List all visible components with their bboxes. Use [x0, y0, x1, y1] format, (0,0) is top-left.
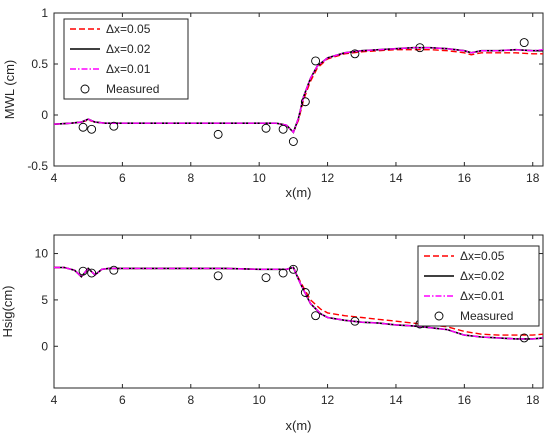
- measured-point: [288, 137, 298, 146]
- x-tick-label: 16: [458, 393, 472, 407]
- measured-point: [350, 49, 360, 59]
- y-tick-label: 5: [41, 293, 48, 307]
- measured-point: [87, 268, 97, 278]
- y-tick-label: 0.5: [31, 57, 48, 71]
- measured-point: [300, 97, 310, 107]
- y-axis-label: Hsig(cm): [0, 286, 15, 338]
- series-group: [54, 38, 543, 146]
- legend-marker: [80, 84, 90, 94]
- legend-label: Δx=0.01: [106, 62, 151, 76]
- series-line: [54, 266, 543, 340]
- y-tick-label: -0.5: [27, 159, 48, 173]
- y-axis-label: MWL (cm): [2, 60, 17, 119]
- x-tick-label: 14: [389, 171, 403, 185]
- legend-marker: [434, 311, 444, 321]
- measured-point: [288, 264, 298, 274]
- measured-point: [261, 123, 271, 133]
- measured-point: [519, 333, 529, 343]
- chart-panel-2: 4 6 8 10 12 14 16 180510x(m)Hsig(cm)Δx=0.05Δx=0…: [0, 234, 544, 433]
- x-tick-label: 14: [389, 393, 403, 407]
- measured-point: [261, 273, 271, 283]
- x-tick-label: 10: [252, 171, 266, 185]
- x-tick-label: 6: [119, 171, 126, 185]
- measured-point: [109, 121, 119, 131]
- legend-label: Measured: [106, 82, 159, 96]
- measured-point: [87, 124, 97, 134]
- chart-panel-1: 4 6 8 10 12 14 16 18 -0.5 0 0.5 1 x(m) MWL (cm) Δx=0.0…: [2, 6, 544, 200]
- y-tick-label: 1: [41, 6, 48, 20]
- legend-label: Δx=0.02: [460, 269, 505, 283]
- measured-point: [350, 316, 360, 326]
- legend-label: Δx=0.05: [106, 22, 151, 36]
- x-tick-label: 16: [458, 171, 472, 185]
- x-tick-label: 8: [187, 393, 194, 407]
- x-tick-label: 10: [252, 393, 266, 407]
- x-tick-label: 18: [526, 393, 540, 407]
- legend-box: [63, 18, 189, 100]
- legend-label: Δx=0.01: [460, 289, 505, 303]
- measured-point: [78, 122, 88, 132]
- x-axis-label: x(m): [286, 185, 312, 200]
- measured-point: [300, 288, 310, 297]
- legend: Δx=0.05 Δx=0.02 Δx=0.01 Measured: [63, 18, 189, 100]
- x-tick-label: 4: [51, 393, 58, 407]
- x-axis-label: x(m): [286, 418, 312, 433]
- y-tick-label: 0: [41, 339, 48, 353]
- x-tick-label: 8: [187, 171, 194, 185]
- measured-point: [415, 43, 425, 53]
- legend-label: Δx=0.02: [106, 42, 151, 56]
- x-tick-label: 6: [119, 393, 126, 407]
- measured-point: [278, 124, 288, 134]
- measured-point: [311, 311, 321, 321]
- measured-point: [109, 265, 119, 275]
- x-tick-label: 18: [526, 171, 540, 185]
- measured-point: [278, 268, 288, 278]
- measured-point: [213, 129, 223, 139]
- legend: Δx=0.05 Δx=0.02 Δx=0.01 Measured: [417, 245, 540, 327]
- series-group: [54, 264, 543, 343]
- y-tick-label: 0: [41, 108, 48, 122]
- x-tick-label: 12: [321, 171, 335, 185]
- legend-label: Δx=0.05: [460, 249, 505, 263]
- x-tick-label: 12: [321, 393, 335, 407]
- measured-point: [213, 271, 223, 281]
- legend-box: [417, 245, 540, 327]
- x-tick-label: 4: [51, 171, 58, 185]
- y-tick-label: 10: [35, 247, 49, 261]
- measured-point: [311, 56, 321, 66]
- legend-label: Measured: [460, 309, 513, 323]
- measured-point: [519, 38, 529, 48]
- measured-point: [78, 266, 88, 276]
